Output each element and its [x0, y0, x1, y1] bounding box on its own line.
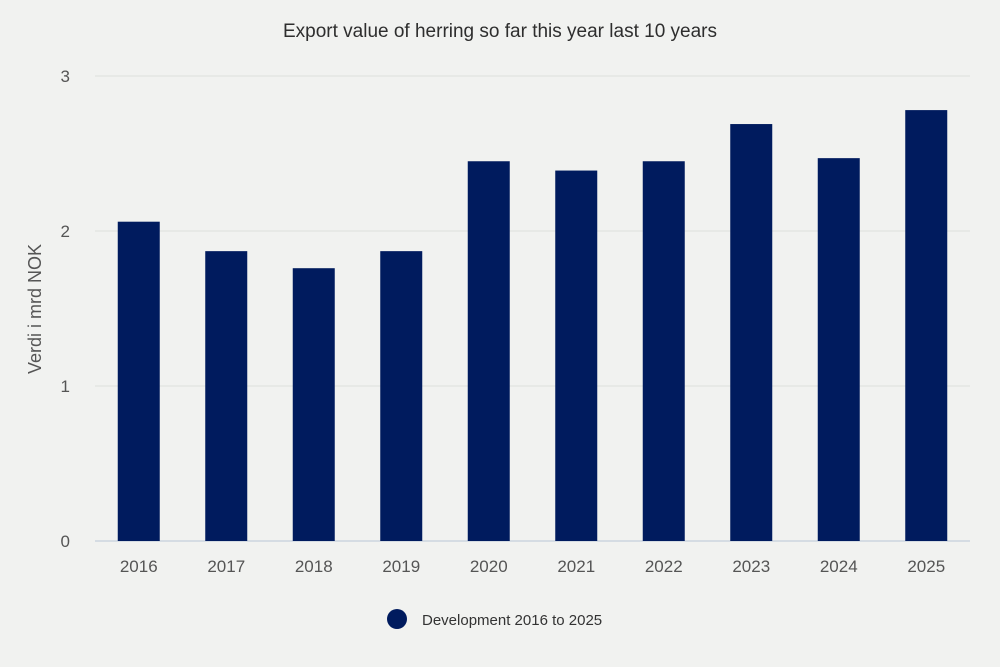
x-tick-label: 2024	[820, 557, 858, 576]
bar-2020[interactable]	[467, 161, 510, 541]
bar-2023[interactable]	[730, 124, 773, 542]
bar-2016[interactable]	[117, 221, 160, 541]
bar-2024[interactable]	[817, 158, 860, 541]
x-tick-label: 2020	[470, 557, 508, 576]
bar-2019[interactable]	[380, 251, 423, 541]
x-tick-label: 2019	[382, 557, 420, 576]
bar-2025[interactable]	[905, 110, 948, 541]
x-tick-label: 2022	[645, 557, 683, 576]
legend[interactable]: Development 2016 to 2025	[387, 609, 602, 629]
bar-2017[interactable]	[205, 251, 248, 541]
x-tick-label: 2023	[732, 557, 770, 576]
y-tick-label: 3	[61, 67, 70, 86]
chart-title: Export value of herring so far this year…	[283, 21, 717, 42]
x-tick-label: 2025	[907, 557, 945, 576]
bar-2022[interactable]	[642, 161, 685, 541]
y-tick-label: 0	[61, 532, 70, 551]
x-tick-label: 2018	[295, 557, 333, 576]
x-tick-label: 2021	[557, 557, 595, 576]
y-tick-label: 2	[61, 222, 70, 241]
legend-label: Development 2016 to 2025	[422, 612, 602, 629]
x-tick-label: 2016	[120, 557, 158, 576]
x-tick-label: 2017	[207, 557, 245, 576]
legend-marker	[387, 609, 407, 629]
bar-2021[interactable]	[555, 170, 598, 542]
y-tick-label: 1	[61, 377, 70, 396]
bar-2018[interactable]	[292, 268, 335, 541]
y-axis-label: Verdi i mrd NOK	[25, 244, 45, 374]
